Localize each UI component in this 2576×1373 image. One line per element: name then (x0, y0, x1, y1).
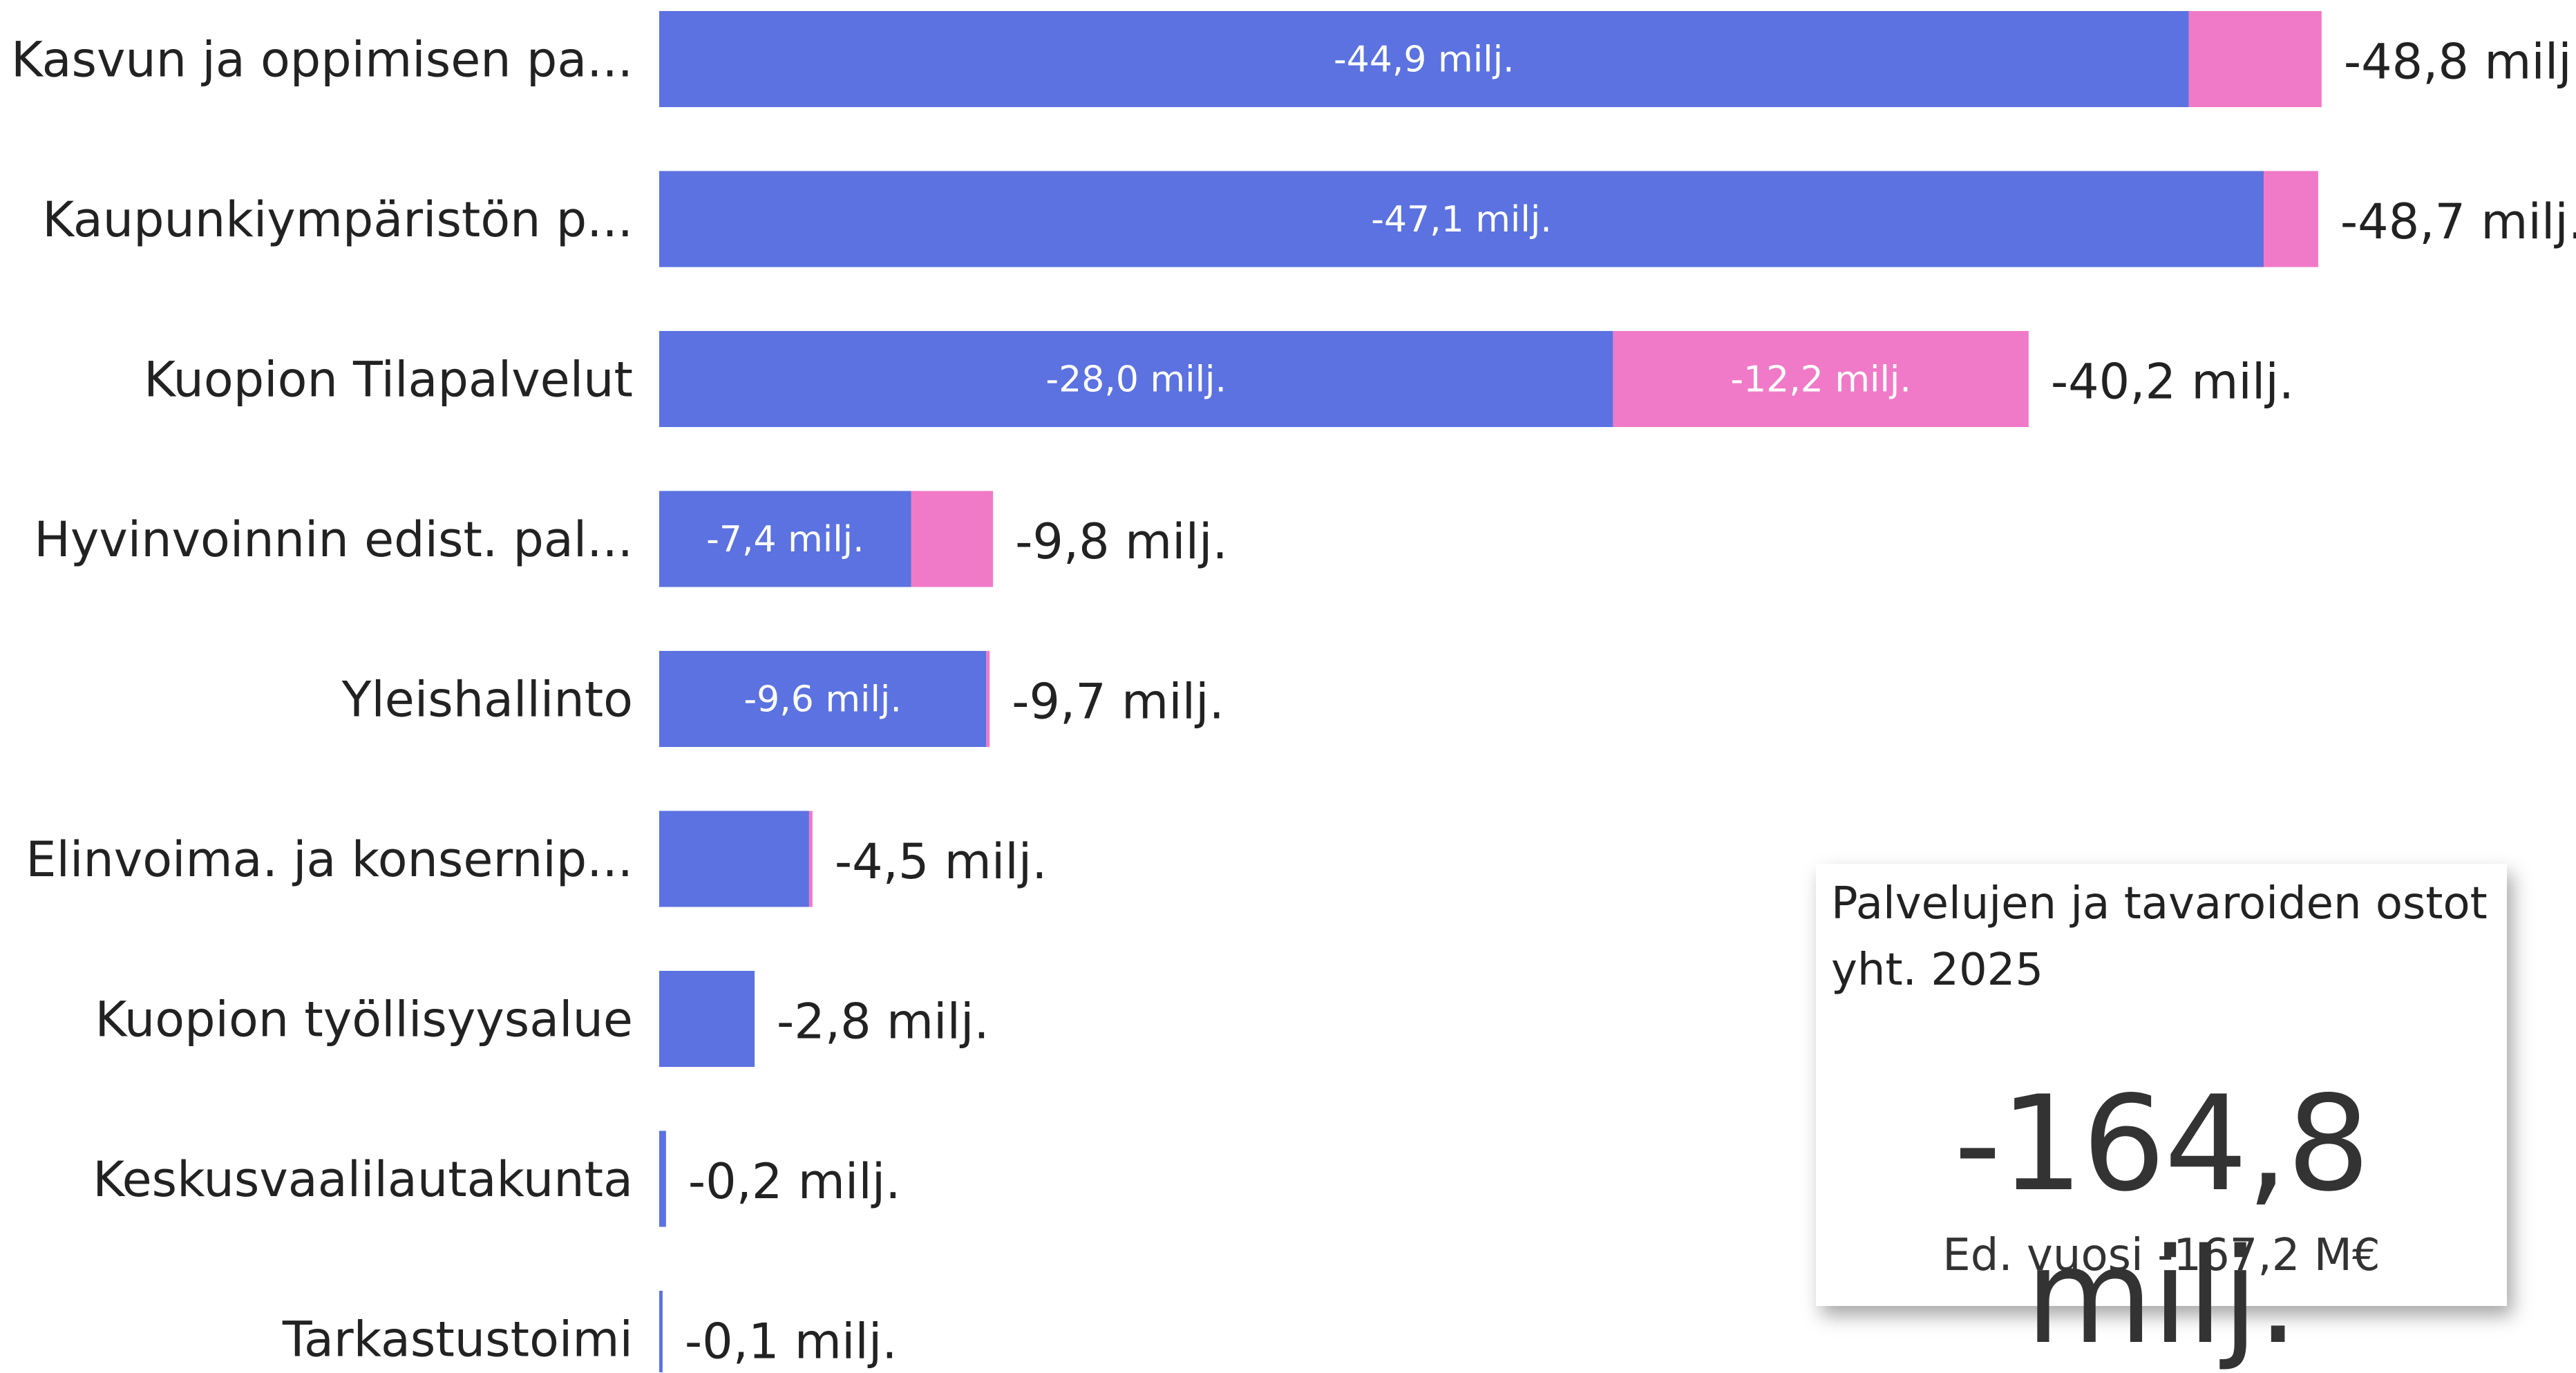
bar-total-label: -9,7 milj. (1012, 674, 1224, 730)
bar-total-label: -48,8 milj. (2344, 34, 2576, 91)
bar-segment-primary (659, 331, 1613, 427)
bar-total-label: -48,7 milj. (2340, 193, 2576, 250)
category-label: Kuopion Tilapalvelut (144, 352, 633, 408)
bar-segment-primary (659, 971, 755, 1067)
bar-segment-primary (659, 651, 987, 747)
kpi-previous-year: Ed. vuosi -167,2 M€ (1942, 1230, 2380, 1281)
bar-segment-primary (659, 491, 911, 587)
bar-segment-secondary (2188, 11, 2322, 107)
bar-segment-secondary (808, 811, 813, 907)
category-label: Yleishallinto (341, 672, 633, 728)
bar-total-label: -40,2 milj. (2051, 354, 2294, 410)
bar-segment-primary (659, 171, 2264, 267)
bar-segment-primary (659, 11, 2189, 107)
bar-segment-primary (659, 1130, 666, 1227)
kpi-card: Palvelujen ja tavaroiden ostot yht. 2025… (1816, 864, 2507, 1373)
bar-total-label: -4,5 milj. (835, 833, 1048, 890)
bar-value-label: -44,9 milj. (1334, 39, 1515, 81)
kpi-value: -164,8 milj. (1953, 1068, 2371, 1373)
bar-segment-secondary (1613, 331, 2029, 427)
category-label: Kasvun ja oppimisen pa... (11, 32, 633, 88)
bar-value-label: -9,6 milj. (744, 679, 902, 721)
bar-total-label: -0,1 milj. (685, 1314, 898, 1370)
bar-segment-secondary (911, 491, 994, 587)
category-label: Kaupunkiympäristön p... (42, 191, 633, 248)
bar-total-label: -0,2 milj. (688, 1153, 901, 1210)
bar-value-label: -47,1 milj. (1371, 199, 1552, 240)
bar-total-label: -2,8 milj. (777, 994, 989, 1050)
bar-total-label: -9,8 milj. (1015, 513, 1228, 570)
bar-segment-secondary (986, 651, 990, 747)
category-label: Keskusvaalilautakunta (93, 1151, 633, 1208)
bar-segment-primary (659, 811, 809, 907)
category-label: Tarkastustoimi (282, 1312, 633, 1368)
bar-value-label: -28,0 milj. (1045, 359, 1227, 401)
bar-segment-primary (659, 1291, 663, 1372)
category-label: Kuopion työllisyysalue (95, 992, 633, 1048)
bar-segment-secondary (2264, 171, 2318, 267)
bar-value-label: -12,2 milj. (1730, 359, 1911, 401)
bar-value-label: -7,4 milj. (706, 519, 864, 560)
kpi-title: Palvelujen ja tavaroiden ostot yht. 2025 (1831, 878, 2488, 996)
category-label: Elinvoima. ja konsernip... (26, 831, 633, 888)
category-label: Hyvinvoinnin edist. pal... (34, 511, 633, 568)
